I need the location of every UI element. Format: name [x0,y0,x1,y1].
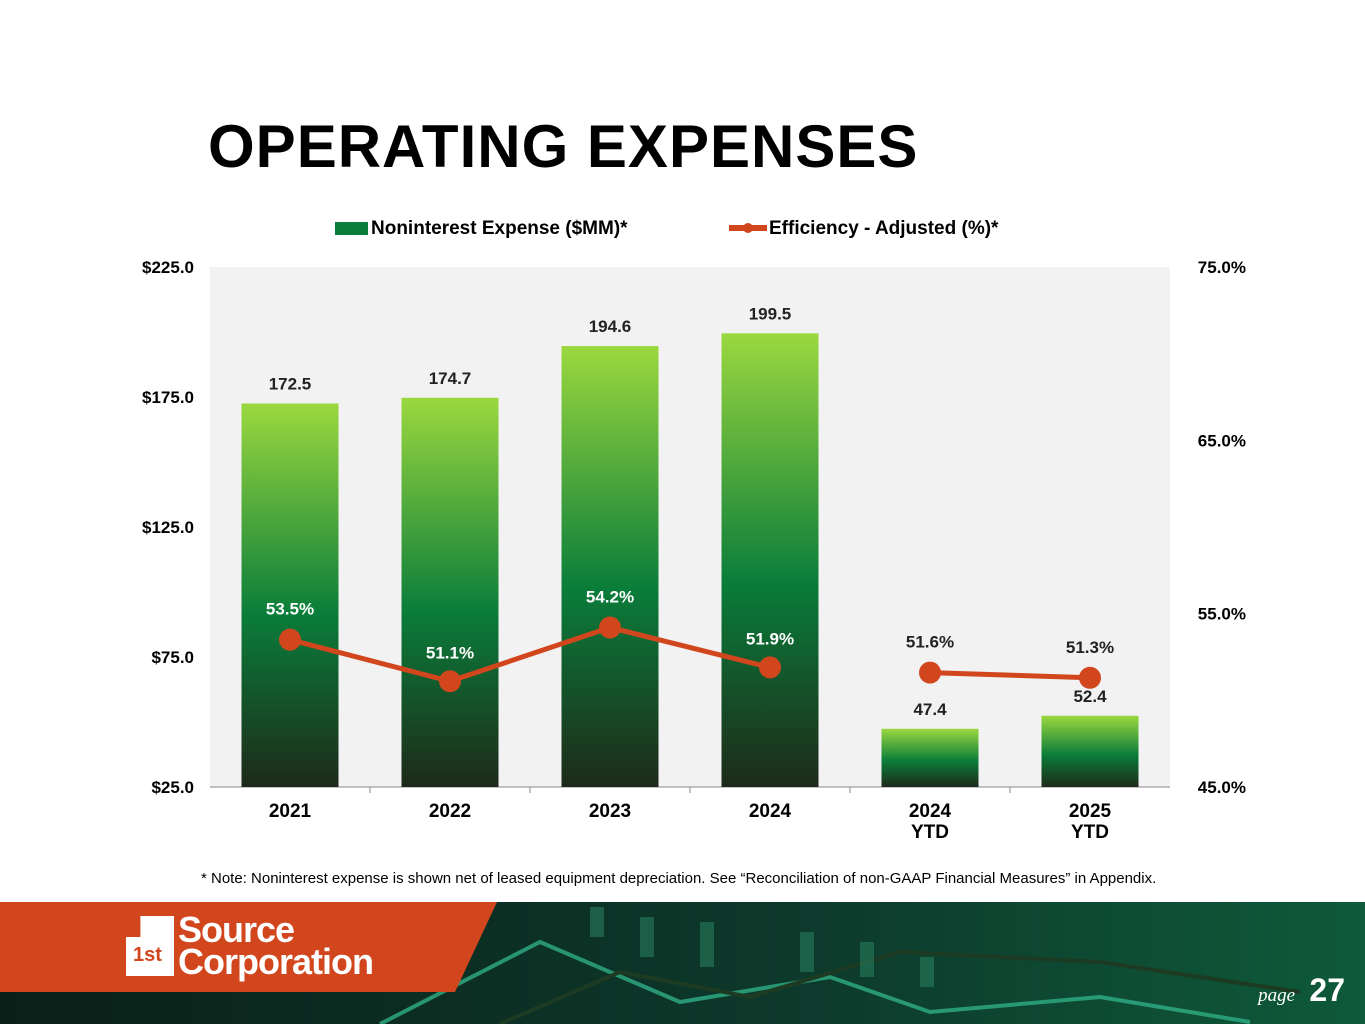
bar-label: 172.5 [269,375,312,394]
left-tick-label: $25.0 [151,778,194,797]
chart: $25.0 $75.0 $125.0 $175.0 $225.0 45.0% 55.0% 65… [142,218,1246,843]
bar-label: 52.4 [1073,687,1107,706]
legend-label-bars: Noninterest Expense ($MM)* [371,218,628,239]
footer-banner [0,902,1365,1024]
category-label: 2025 [1069,801,1112,822]
efficiency-line [289,624,771,684]
bar [1041,715,1139,787]
category-label: 2022 [429,801,471,822]
category-label: 2024 [909,801,952,822]
category-label: YTD [1071,822,1109,843]
efficiency-point [279,628,301,651]
left-tick-label: $125.0 [142,518,194,537]
efficiency-point [919,661,941,684]
legend-swatch-bars [335,222,368,235]
category-label: 2023 [589,801,631,822]
bar [881,728,979,787]
bar-label: 194.6 [589,317,632,336]
logo-mark: 1st [133,944,162,966]
bar [561,346,659,787]
bar-label: 199.5 [749,304,792,323]
right-tick-label: 45.0% [1198,778,1246,797]
category-label: YTD [911,822,949,843]
efficiency-point [759,656,781,679]
bar [401,397,499,787]
left-tick-label: $175.0 [142,388,194,407]
category-label: 2021 [269,801,312,822]
page-title: OPERATING EXPENSES [208,113,919,180]
bar [241,403,339,787]
efficiency-point [1079,666,1101,689]
legend-label-line: Efficiency - Adjusted (%)* [769,218,999,239]
page-label: page [1258,985,1295,1006]
efficiency-label: 51.9% [746,629,794,648]
right-tick-label: 75.0% [1198,258,1246,277]
efficiency-label: 51.6% [906,633,954,652]
right-tick-label: 55.0% [1198,605,1246,624]
efficiency-point [599,616,621,639]
efficiency-label: 54.2% [586,588,634,607]
efficiency-label: 51.1% [426,643,474,662]
left-tick-label: $75.0 [151,648,194,667]
left-tick-label: $225.0 [142,258,194,277]
category-label: 2024 [749,801,792,822]
bar-label: 174.7 [429,369,472,388]
bar-label: 47.4 [913,700,947,719]
logo-line1: Source [178,909,295,950]
right-tick-label: 65.0% [1198,431,1246,450]
footnote: * Note: Noninterest expense is shown net… [201,870,1157,887]
legend-swatch-marker [743,223,753,233]
page-number: 27 [1309,972,1345,1008]
logo-line2: Corporation [178,941,374,982]
plot-area [210,267,1170,787]
efficiency-line [929,670,1091,681]
efficiency-point [439,670,461,693]
logo-background [0,902,497,992]
efficiency-label: 51.3% [1066,638,1114,657]
bar [721,333,819,787]
efficiency-label: 53.5% [266,600,314,619]
